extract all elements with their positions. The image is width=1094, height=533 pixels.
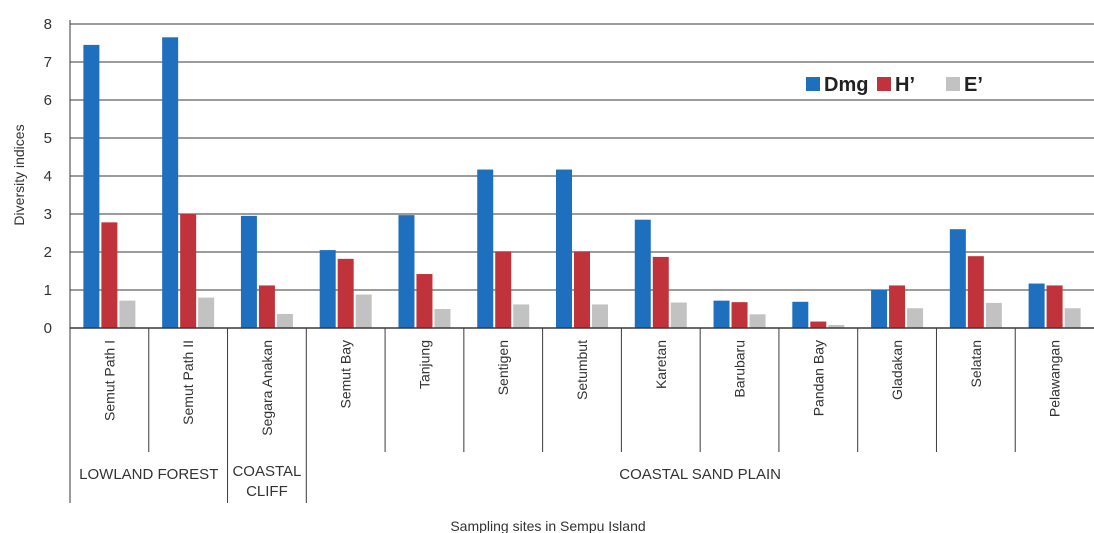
category-label: Pandan Bay [810, 340, 826, 416]
bar [889, 285, 906, 328]
category-label: Segara Anakan [259, 340, 275, 436]
category-label: Setumbut [574, 340, 590, 400]
category-label: Sentigen [495, 340, 511, 395]
bar [574, 251, 590, 328]
x-axis-label: Sampling sites in Sempu Island [450, 518, 645, 533]
category-labels: Semut Path I Semut Path II Segara Anakan Se… [101, 340, 1062, 436]
bar [556, 169, 572, 328]
bar [276, 313, 293, 328]
bar [652, 256, 669, 328]
axes [69, 20, 1094, 503]
category-label: Barubaru [732, 340, 748, 398]
bar [871, 290, 888, 328]
bar [416, 274, 433, 328]
bar [792, 301, 809, 328]
legend-swatch [877, 77, 891, 91]
group-labels: LOWLAND FOREST COASTAL CLIFF COASTAL SAND P… [79, 463, 781, 500]
bar [670, 302, 687, 328]
category-label: Pelawangan [1047, 340, 1063, 417]
bar [83, 44, 100, 329]
bar [119, 300, 136, 328]
bar [731, 302, 748, 328]
y-tick-label: 4 [44, 168, 52, 185]
bar [477, 169, 494, 328]
legend-label: H’ [895, 74, 915, 96]
bar [1028, 283, 1045, 328]
bar [907, 308, 924, 328]
category-label: Tanjung [416, 340, 432, 389]
y-axis-label: Diversity indices [11, 124, 27, 225]
bar [180, 214, 197, 328]
category-label: Semut Path I [101, 340, 117, 421]
bar [513, 304, 530, 328]
y-tick-label: 3 [44, 206, 52, 223]
bar [749, 314, 766, 328]
bar [434, 309, 451, 328]
bar [967, 256, 984, 328]
bar [810, 321, 827, 328]
y-tick-label: 8 [44, 16, 52, 33]
bar [258, 285, 275, 328]
y-tick-label: 1 [44, 282, 52, 299]
bar [1046, 285, 1063, 328]
bar [949, 229, 966, 328]
category-label: Semut Path II [180, 340, 196, 425]
bar [319, 250, 336, 328]
bar [495, 251, 512, 328]
y-tick-label: 7 [44, 54, 52, 71]
bar [101, 222, 118, 328]
bars [83, 37, 1081, 329]
bar [337, 258, 354, 328]
group-label: LOWLAND FOREST [79, 466, 218, 483]
y-tick-label: 2 [44, 244, 52, 261]
group-label: COASTAL [232, 463, 301, 480]
bar [828, 324, 845, 328]
group-label: COASTAL SAND PLAIN [619, 466, 781, 483]
bar [198, 297, 215, 328]
bar [355, 294, 372, 328]
bar [162, 37, 179, 329]
y-tick-label: 5 [44, 130, 52, 147]
category-label: Gladakan [889, 340, 905, 400]
legend-label: Dmg [824, 74, 868, 96]
bar [713, 300, 730, 328]
y-tick-labels: 0 1 2 3 4 5 6 7 8 [44, 16, 52, 337]
y-tick-label: 0 [44, 320, 52, 337]
category-label: Semut Bay [338, 340, 354, 408]
bar [634, 219, 651, 328]
legend-swatch [946, 77, 960, 91]
y-tick-label: 6 [44, 92, 52, 109]
legend: Dmg H’ E’ [806, 74, 983, 96]
category-label: Karetan [653, 340, 669, 389]
grid-lines [70, 23, 1094, 291]
bar [592, 304, 608, 328]
bar [398, 215, 415, 328]
bar [1064, 308, 1081, 328]
legend-label: E’ [964, 74, 983, 96]
bar [985, 302, 1002, 328]
bar [240, 215, 257, 328]
legend-swatch [806, 77, 820, 91]
category-label: Selatan [968, 340, 984, 387]
group-label: CLIFF [246, 483, 288, 500]
